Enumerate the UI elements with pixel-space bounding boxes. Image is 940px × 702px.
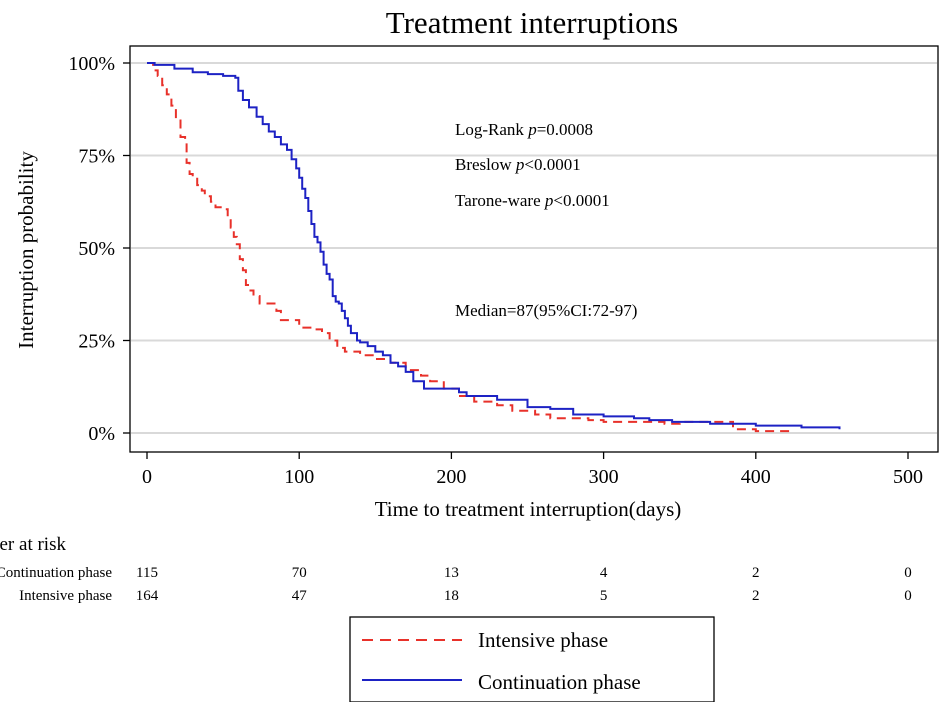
risk-table: Continuation phase 115 70 13 4 2 0 Intensive ph… xyxy=(0,565,912,604)
x-tick-label: 200 xyxy=(436,466,466,488)
survival-curves xyxy=(147,62,841,433)
risk-table-title: Number at risk xyxy=(0,534,66,555)
curve-intensive-phase xyxy=(147,62,794,433)
risk-value: 5 xyxy=(600,588,608,604)
risk-value: 164 xyxy=(136,588,159,604)
annotation-breslow-value: <0.0001 xyxy=(524,155,580,174)
y-tick-label: 100% xyxy=(68,53,115,75)
legend-label-continuation: Continuation phase xyxy=(478,670,641,694)
annotation-tarone: Tarone-ware p<0.0001 xyxy=(455,191,610,210)
legend-box xyxy=(349,616,715,702)
y-tick-label: 0% xyxy=(88,423,115,445)
risk-value: 47 xyxy=(292,588,308,604)
annotation-breslow: Breslow p<0.0001 xyxy=(455,155,581,174)
x-tick-label: 0 xyxy=(142,466,152,488)
y-axis-label: Interruption probability xyxy=(14,151,38,349)
gridlines xyxy=(131,62,937,434)
risk-value: 0 xyxy=(904,588,912,604)
plot-frame xyxy=(129,45,939,453)
risk-value: 4 xyxy=(600,565,608,581)
x-tick-label: 300 xyxy=(589,466,619,488)
annotation-breslow-label: Breslow xyxy=(455,155,516,174)
curve-continuation-phase xyxy=(147,62,841,430)
annotation-tarone-label: Tarone-ware xyxy=(455,191,545,210)
annotation-logrank-label: Log-Rank xyxy=(455,120,528,139)
risk-row-label: Intensive phase xyxy=(19,588,112,604)
chart-title: Treatment interruptions xyxy=(386,5,678,40)
risk-value: 2 xyxy=(752,565,760,581)
x-tick-label: 400 xyxy=(741,466,771,488)
x-axis-label: Time to treatment interruption(days) xyxy=(375,497,682,521)
risk-value: 70 xyxy=(292,565,307,581)
legend: Intensive phase Continuation phase xyxy=(349,616,715,702)
x-tick-label: 500 xyxy=(893,466,923,488)
y-tick-label: 25% xyxy=(78,331,115,353)
risk-value: 13 xyxy=(444,565,459,581)
axes: 0% 25% 50% 75% 100% 0 100 200 300 400 500 xyxy=(68,53,923,488)
annotation-tarone-p: p xyxy=(544,191,554,210)
annotation-tarone-value: <0.0001 xyxy=(553,191,609,210)
risk-value: 0 xyxy=(904,565,912,581)
risk-value: 18 xyxy=(444,588,459,604)
annotation-logrank-p: p xyxy=(527,120,537,139)
annotation-breslow-p: p xyxy=(515,155,525,174)
legend-label-intensive: Intensive phase xyxy=(478,628,608,652)
x-tick-label: 100 xyxy=(284,466,314,488)
annotation-logrank: Log-Rank p=0.0008 xyxy=(455,120,593,139)
risk-value: 115 xyxy=(136,565,158,581)
annotation-median: Median=87(95%CI:72-97) xyxy=(455,301,637,320)
y-tick-label: 75% xyxy=(78,146,115,168)
annotation-logrank-value: =0.0008 xyxy=(537,120,593,139)
risk-value: 2 xyxy=(752,588,760,604)
y-tick-label: 50% xyxy=(78,238,115,260)
risk-row-label: Continuation phase xyxy=(0,565,112,581)
